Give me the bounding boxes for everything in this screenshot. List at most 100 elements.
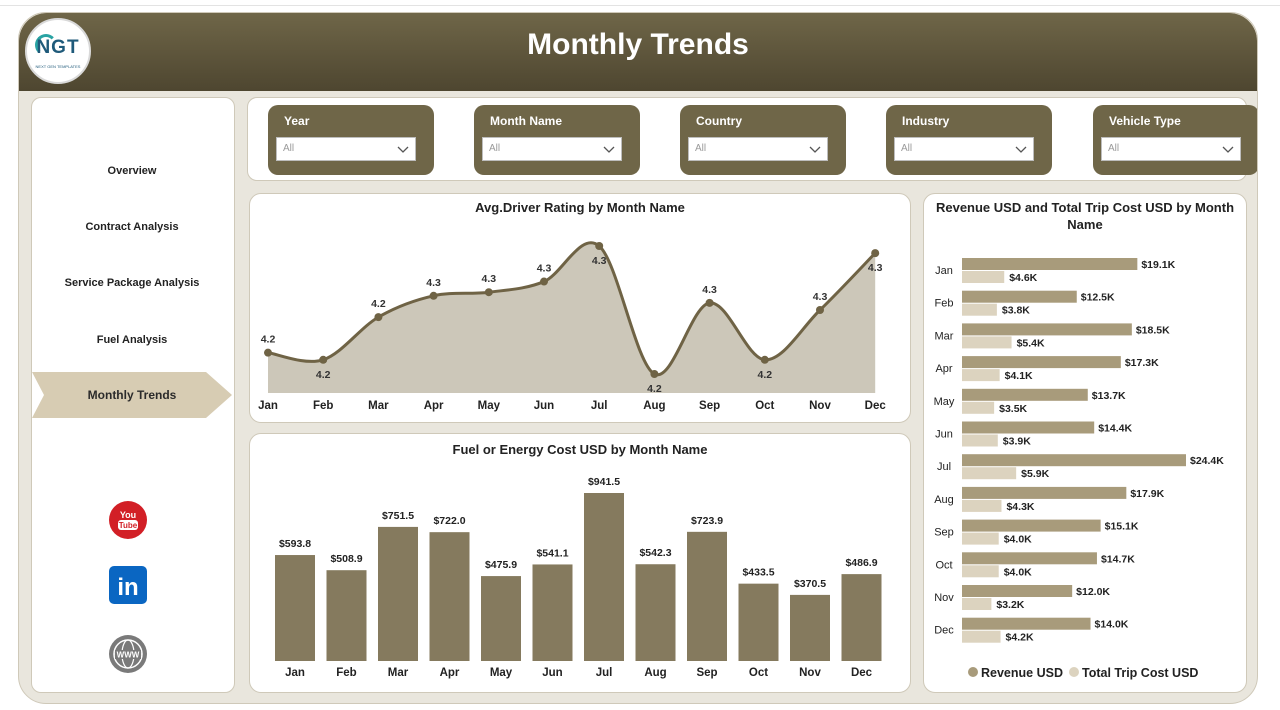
filter-year: Year All: [268, 105, 434, 175]
rating-point: [484, 288, 493, 297]
fuel-data-label: $486.9: [845, 557, 877, 569]
revenue-bar: [962, 388, 1088, 401]
rating-data-label: 4.3: [868, 262, 883, 274]
rating-x-tick: Nov: [809, 400, 831, 412]
fuel-x-tick: Jan: [285, 667, 305, 679]
month-name-select[interactable]: All: [482, 137, 622, 161]
youtube-icon-text-bottom: Tube: [119, 521, 138, 530]
fuel-data-label: $722.0: [433, 515, 465, 527]
rating-data-label: 4.2: [316, 369, 331, 381]
globe-icon-text: WWW: [117, 651, 140, 660]
rev-y-tick: Aug: [934, 494, 954, 506]
sidebar-item-contract-analysis[interactable]: Contract Analysis: [85, 221, 179, 233]
fuel-bar: [275, 555, 315, 661]
sidebar-item-fuel-analysis[interactable]: Fuel Analysis: [96, 334, 168, 346]
filter-industry: Industry All: [886, 105, 1052, 175]
revenue-cost-panel: Revenue USD and Total Trip Cost USD by M…: [923, 193, 1247, 693]
sidebar-item-service-package-analysis[interactable]: Service Package Analysis: [64, 277, 200, 289]
revenue-data-label: $13.7K: [1092, 390, 1126, 402]
youtube-icon[interactable]: You Tube: [108, 500, 148, 540]
rating-data-label: 4.2: [371, 298, 386, 310]
header-bar: NGT NEXT GEN TEMPLATES Monthly Trends: [19, 13, 1257, 91]
fuel-cost-panel: Fuel or Energy Cost USD by Month Name $5…: [249, 433, 911, 693]
cost-bar: [962, 401, 995, 414]
rev-y-tick: Sep: [934, 527, 954, 539]
filter-value: All: [283, 143, 295, 154]
cost-bar: [962, 499, 1002, 512]
cost-data-label: $4.1K: [1005, 370, 1033, 382]
cost-bar: [962, 369, 1000, 382]
year-select[interactable]: All: [276, 137, 416, 161]
filter-value: All: [695, 143, 707, 154]
rev-y-tick: Dec: [934, 625, 954, 637]
logo-subtitle: NEXT GEN TEMPLATES: [35, 64, 81, 69]
legend-cost-swatch: [1069, 667, 1079, 677]
youtube-icon-text-top: You: [120, 510, 136, 520]
fuel-data-label: $751.5: [382, 510, 414, 522]
rev-y-tick: Mar: [935, 330, 954, 342]
filter-label: Month Name: [490, 114, 562, 128]
fuel-data-label: $475.9: [485, 559, 517, 571]
rating-x-tick: Jan: [258, 400, 278, 412]
fuel-x-tick: Mar: [388, 667, 409, 679]
revenue-data-label: $12.0K: [1076, 586, 1110, 598]
globe-icon[interactable]: WWW: [108, 634, 148, 674]
rev-y-tick: Feb: [935, 298, 954, 310]
cost-data-label: $4.6K: [1009, 272, 1037, 284]
revenue-bar: [962, 258, 1138, 270]
filter-label: Year: [284, 114, 310, 128]
rating-area: [268, 242, 876, 393]
revenue-data-label: $12.5K: [1081, 292, 1115, 304]
cost-bar: [962, 565, 999, 578]
sidebar-item-monthly-trends[interactable]: Monthly Trends: [32, 372, 232, 418]
fuel-x-tick: Jul: [596, 667, 613, 679]
fuel-data-label: $433.5: [742, 567, 774, 579]
rating-point: [319, 355, 328, 364]
cost-data-label: $3.9K: [1003, 436, 1031, 448]
linkedin-icon[interactable]: in: [108, 565, 148, 605]
rating-data-label: 4.3: [813, 291, 828, 303]
cost-bar: [962, 598, 992, 610]
filter-label: Industry: [902, 114, 950, 128]
fuel-data-label: $541.1: [536, 547, 568, 559]
rating-x-tick: Dec: [865, 400, 887, 412]
cost-bar: [962, 532, 999, 545]
fuel-cost-chart-title: Fuel or Energy Cost USD by Month Name: [452, 442, 708, 457]
fuel-data-label: $593.8: [279, 538, 311, 550]
dashboard-frame: NGT NEXT GEN TEMPLATES Monthly Trends Ov…: [18, 12, 1258, 704]
rating-point: [816, 306, 824, 314]
cost-data-label: $4.0K: [1004, 566, 1032, 578]
logo: NGT NEXT GEN TEMPLATES: [25, 18, 91, 84]
rating-point: [595, 242, 604, 250]
rating-x-tick: Feb: [313, 400, 333, 412]
industry-select[interactable]: All: [894, 137, 1034, 161]
filter-vehicle-type: Vehicle Type All: [1093, 105, 1257, 175]
logo-text: NGT: [36, 37, 80, 58]
revenue-bar: [962, 323, 1132, 336]
revenue-bar: [962, 519, 1101, 532]
fuel-bar: [532, 564, 573, 661]
country-select[interactable]: All: [688, 137, 828, 161]
fuel-bar: [481, 576, 521, 661]
revenue-data-label: $19.1K: [1141, 259, 1175, 271]
cost-data-label: $3.5K: [999, 403, 1027, 415]
cost-data-label: $4.2K: [1006, 632, 1034, 644]
linkedin-icon-text: in: [117, 574, 138, 601]
rating-x-tick: Oct: [755, 400, 774, 412]
cost-data-label: $4.3K: [1006, 501, 1034, 513]
rev-y-tick: Nov: [934, 592, 954, 604]
filter-value: All: [1108, 143, 1120, 154]
vehicle-type-select[interactable]: All: [1101, 137, 1241, 161]
rating-point: [871, 249, 880, 258]
fuel-bar: [841, 574, 882, 661]
sidebar-item-overview[interactable]: Overview: [107, 165, 157, 177]
revenue-bar: [962, 617, 1091, 630]
filter-bar: Year All Month Name All Country All Indu…: [247, 97, 1257, 181]
chevron-down-icon: [809, 146, 821, 153]
chevron-down-icon: [603, 146, 615, 153]
fuel-x-tick: Dec: [851, 667, 873, 679]
cost-bar: [962, 336, 1012, 349]
fuel-bar: [378, 526, 418, 661]
cost-data-label: $3.2K: [996, 599, 1024, 611]
cost-bar: [962, 303, 997, 316]
